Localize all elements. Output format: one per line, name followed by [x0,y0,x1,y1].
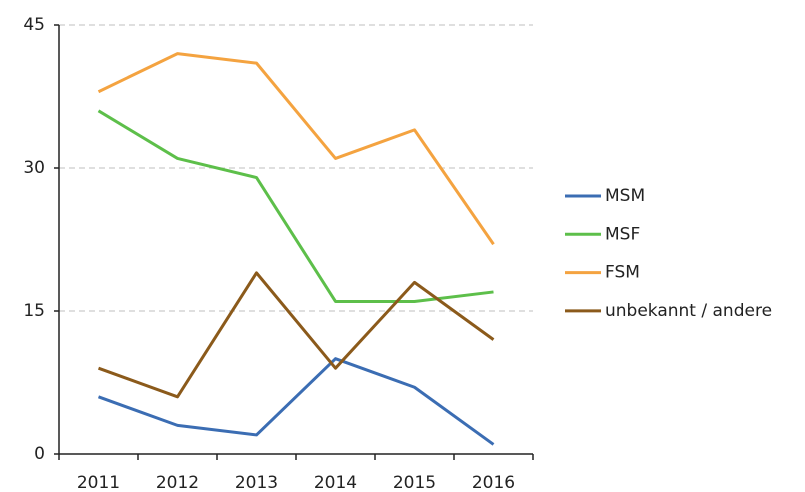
y-tick-label: 15 [23,301,45,321]
x-tick-label: 2012 [156,473,199,492]
series-line [97,52,495,246]
y-tick-label: 45 [23,15,45,35]
series-line [97,357,495,446]
x-tick-label: 2013 [235,473,278,492]
y-tick-label: 30 [23,158,45,178]
x-tick-label: 2016 [472,473,515,492]
legend-label: unbekannt / andere [605,301,772,321]
x-tick-label: 2011 [77,473,120,492]
series-line [97,109,494,303]
x-tick-label: 2015 [393,473,436,492]
legend-label: FSM [605,263,640,283]
y-tick-label: 0 [34,444,45,464]
series-line [97,271,495,399]
legend-label: MSF [605,224,640,244]
x-tick-label: 2014 [314,473,357,492]
legend-label: MSM [605,186,645,206]
